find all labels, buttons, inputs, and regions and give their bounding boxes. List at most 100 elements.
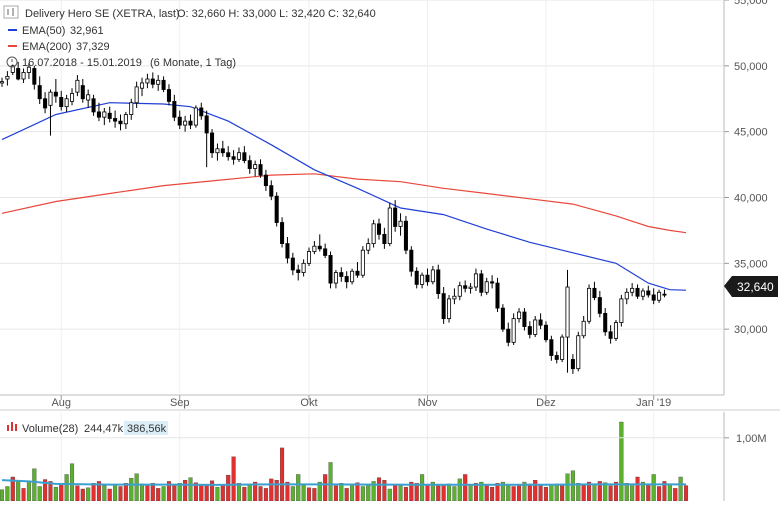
candle-body	[64, 98, 69, 108]
candle-body	[177, 116, 182, 126]
candle-body	[161, 79, 166, 90]
volume-bar	[603, 482, 608, 502]
volume-bar	[420, 474, 425, 502]
candle-body	[285, 243, 290, 259]
chart-title: Delivery Hero SE (XETRA, last)	[25, 8, 180, 20]
candle-body	[608, 331, 613, 339]
candle-body	[570, 359, 575, 370]
candle-body	[430, 269, 435, 283]
volume-bar	[630, 485, 635, 502]
candle-body	[613, 322, 619, 339]
volume-bar	[91, 483, 96, 502]
volume-bar	[425, 484, 430, 502]
volume-bar	[468, 484, 473, 502]
volume-bar	[463, 474, 468, 502]
volume-bar	[5, 486, 10, 502]
volume-bar	[565, 473, 570, 502]
volume-bar	[441, 485, 446, 502]
candle-body	[657, 291, 662, 301]
volume-bar	[134, 473, 139, 502]
time-tick-label: Dez	[536, 397, 556, 409]
candle-body	[328, 255, 333, 284]
candle-body	[107, 112, 112, 119]
candle-body	[333, 272, 338, 284]
candle-body	[80, 85, 85, 100]
volume-bar	[608, 485, 613, 502]
candle-body	[113, 118, 118, 122]
candle-body	[156, 79, 161, 85]
volume-bar	[37, 486, 42, 502]
candle-body	[32, 68, 37, 85]
volume-bar	[570, 470, 575, 502]
volume-bar	[242, 486, 247, 502]
candle-body	[382, 233, 387, 244]
volume-bar	[683, 485, 689, 502]
volume-bar	[549, 485, 554, 502]
candle-body	[145, 78, 150, 84]
candle-body	[123, 114, 128, 125]
volume-bar	[86, 487, 91, 502]
volume-bar	[118, 486, 123, 502]
volume-bar	[382, 479, 387, 502]
candle-body	[290, 257, 295, 271]
volume-bar	[269, 478, 274, 502]
volume-bar	[199, 485, 204, 502]
chart-bars-icon[interactable]	[3, 5, 19, 19]
volume-bar	[64, 474, 69, 502]
volume-legend-title: Volume(28)	[22, 423, 78, 435]
volume-bar	[651, 474, 656, 502]
volume-bar	[204, 485, 209, 502]
candle-body	[150, 78, 155, 85]
axis-ticks: 55,000 50,000 45,000 40,000 35,000 30,000 Aug S…	[51, 0, 768, 445]
candle-body	[312, 245, 317, 252]
ema50-legend-label: EMA(50)	[22, 25, 65, 37]
volume-bar	[403, 486, 408, 502]
volume-bar	[21, 488, 26, 502]
volume-bar	[53, 486, 58, 502]
volume-bar	[75, 485, 80, 502]
ema200-line	[1, 173, 687, 234]
candle-body	[323, 248, 328, 256]
candle-body	[16, 68, 21, 80]
candle-body	[215, 148, 220, 154]
volume-bar	[236, 483, 242, 502]
volume-bar	[107, 488, 112, 502]
volume-bar	[172, 484, 177, 502]
volume-bar	[183, 479, 188, 502]
time-tick-label: Okt	[300, 397, 317, 409]
candle-body	[662, 293, 667, 296]
candle-body	[565, 286, 570, 338]
volume-bar	[624, 483, 629, 502]
candle-body	[619, 298, 624, 323]
clock-icon	[6, 56, 18, 68]
candle-body	[172, 100, 177, 118]
candle-body	[21, 72, 26, 80]
volume-average-line	[1, 479, 686, 486]
period-label: (6 Monate, 1 Tag)	[150, 57, 236, 69]
candle-body	[597, 297, 602, 314]
candle-body	[199, 107, 204, 117]
candle-body	[511, 318, 516, 343]
ema50-line	[1, 102, 687, 291]
candle-body	[587, 287, 592, 322]
volume-bars-icon	[7, 425, 9, 431]
volume-bar	[657, 486, 662, 502]
volume-bar	[592, 484, 597, 502]
candle-body	[387, 207, 392, 244]
volume-bar	[527, 483, 532, 502]
volume-bar	[673, 488, 678, 502]
candle-body	[129, 102, 134, 115]
candle-body	[26, 66, 31, 73]
candle-body	[53, 91, 58, 97]
candle-body	[479, 273, 484, 293]
candle-body	[43, 98, 48, 109]
volume-bar	[129, 478, 134, 502]
volume-bar	[560, 485, 565, 502]
price-tick-label: 40,000	[734, 193, 768, 205]
volume-bar	[635, 476, 640, 502]
candle-body	[543, 324, 548, 341]
volume-bar	[274, 479, 279, 502]
candle-body	[59, 97, 64, 108]
volume-bar	[258, 486, 263, 502]
